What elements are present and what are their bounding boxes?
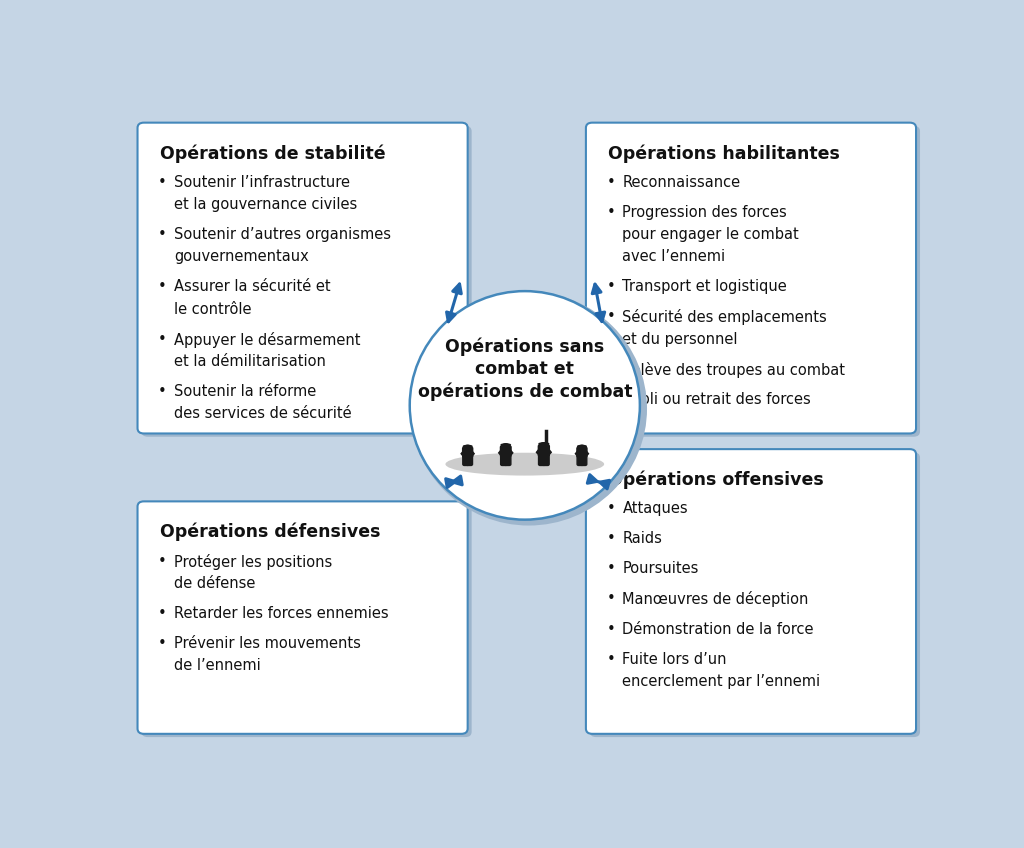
- Circle shape: [464, 445, 471, 451]
- Text: Retarder les forces ennemies: Retarder les forces ennemies: [174, 605, 389, 621]
- Text: Relève des troupes au combat: Relève des troupes au combat: [623, 361, 846, 377]
- Polygon shape: [499, 449, 504, 455]
- Text: Soutenir l’infrastructure: Soutenir l’infrastructure: [174, 175, 350, 190]
- Text: Sécurité des emplacements: Sécurité des emplacements: [623, 310, 827, 326]
- Text: Poursuites: Poursuites: [623, 561, 698, 577]
- Circle shape: [579, 445, 586, 451]
- Text: et la démilitarisation: et la démilitarisation: [174, 354, 326, 369]
- Text: •: •: [606, 651, 615, 667]
- Ellipse shape: [411, 292, 647, 526]
- Text: •: •: [158, 175, 167, 190]
- Text: •: •: [606, 310, 615, 325]
- Text: Opérations de stabilité: Opérations de stabilité: [160, 144, 385, 163]
- Polygon shape: [508, 449, 513, 455]
- Text: •: •: [606, 622, 615, 637]
- Text: Opérations sans
combat et
opérations de combat: Opérations sans combat et opérations de …: [418, 338, 632, 401]
- Circle shape: [540, 443, 548, 449]
- FancyBboxPatch shape: [501, 446, 511, 456]
- Ellipse shape: [445, 453, 604, 476]
- FancyBboxPatch shape: [505, 454, 511, 466]
- Polygon shape: [537, 448, 542, 454]
- Text: •: •: [158, 279, 167, 294]
- Text: Raids: Raids: [623, 532, 663, 546]
- Text: et la gouvernance civiles: et la gouvernance civiles: [174, 197, 357, 212]
- Text: Protéger les positions: Protéger les positions: [174, 554, 332, 570]
- Text: •: •: [606, 392, 615, 407]
- Text: Soutenir la réforme: Soutenir la réforme: [174, 384, 316, 399]
- Ellipse shape: [410, 291, 640, 520]
- Text: •: •: [158, 636, 167, 651]
- Text: •: •: [606, 175, 615, 190]
- FancyBboxPatch shape: [578, 455, 583, 466]
- Text: Fuite lors d’un: Fuite lors d’un: [623, 651, 727, 667]
- Text: •: •: [158, 554, 167, 569]
- Text: Prévenir les mouvements: Prévenir les mouvements: [174, 636, 360, 651]
- Ellipse shape: [463, 445, 472, 447]
- Text: •: •: [606, 205, 615, 220]
- FancyBboxPatch shape: [467, 455, 472, 466]
- Text: de l’ennemi: de l’ennemi: [174, 658, 261, 673]
- FancyBboxPatch shape: [463, 447, 473, 457]
- FancyBboxPatch shape: [463, 455, 469, 466]
- Text: •: •: [606, 561, 615, 577]
- FancyBboxPatch shape: [539, 445, 549, 456]
- Text: Soutenir d’autres organismes: Soutenir d’autres organismes: [174, 227, 391, 243]
- FancyBboxPatch shape: [586, 449, 916, 734]
- Text: •: •: [158, 227, 167, 243]
- Ellipse shape: [501, 444, 510, 446]
- Ellipse shape: [539, 443, 549, 445]
- Text: de défense: de défense: [174, 576, 255, 591]
- FancyBboxPatch shape: [141, 126, 472, 437]
- Text: Manœuvres de déception: Manœuvres de déception: [623, 592, 809, 607]
- Circle shape: [502, 444, 510, 450]
- Text: Opérations offensives: Opérations offensives: [608, 471, 824, 489]
- Text: Appuyer le désarmement: Appuyer le désarmement: [174, 332, 360, 348]
- Text: pour engager le combat: pour engager le combat: [623, 227, 799, 243]
- Text: •: •: [606, 279, 615, 294]
- Text: •: •: [158, 384, 167, 399]
- Text: •: •: [606, 592, 615, 606]
- Text: et du personnel: et du personnel: [623, 332, 738, 347]
- FancyBboxPatch shape: [581, 455, 587, 466]
- Text: •: •: [158, 332, 167, 347]
- FancyBboxPatch shape: [501, 454, 507, 466]
- Polygon shape: [461, 450, 466, 455]
- FancyBboxPatch shape: [586, 123, 916, 433]
- Text: Reconnaissance: Reconnaissance: [623, 175, 740, 190]
- Text: •: •: [606, 361, 615, 377]
- FancyBboxPatch shape: [577, 447, 587, 457]
- Text: •: •: [606, 501, 615, 516]
- FancyBboxPatch shape: [590, 452, 920, 737]
- Text: Assurer la sécurité et: Assurer la sécurité et: [174, 279, 331, 294]
- FancyBboxPatch shape: [141, 505, 472, 737]
- Text: Attaques: Attaques: [623, 501, 688, 516]
- Text: Opérations défensives: Opérations défensives: [160, 523, 380, 541]
- Text: Progression des forces: Progression des forces: [623, 205, 787, 220]
- Text: des services de sécurité: des services de sécurité: [174, 406, 351, 421]
- Ellipse shape: [578, 445, 587, 447]
- FancyBboxPatch shape: [539, 454, 545, 466]
- FancyBboxPatch shape: [590, 126, 920, 437]
- Text: •: •: [606, 532, 615, 546]
- Text: Démonstration de la force: Démonstration de la force: [623, 622, 814, 637]
- FancyBboxPatch shape: [543, 454, 549, 466]
- FancyBboxPatch shape: [137, 501, 468, 734]
- Text: •: •: [158, 605, 167, 621]
- Text: Repli ou retrait des forces: Repli ou retrait des forces: [623, 392, 811, 407]
- Text: le contrôle: le contrôle: [174, 302, 252, 316]
- Text: Transport et logistique: Transport et logistique: [623, 279, 787, 294]
- Text: avec l’ennemi: avec l’ennemi: [623, 249, 726, 265]
- Text: Opérations habilitantes: Opérations habilitantes: [608, 144, 840, 163]
- Polygon shape: [575, 450, 580, 455]
- Polygon shape: [470, 450, 474, 455]
- Polygon shape: [547, 448, 551, 454]
- Polygon shape: [584, 450, 589, 455]
- Text: gouvernementaux: gouvernementaux: [174, 249, 309, 265]
- FancyBboxPatch shape: [137, 123, 468, 433]
- Text: encerclement par l’ennemi: encerclement par l’ennemi: [623, 674, 820, 689]
